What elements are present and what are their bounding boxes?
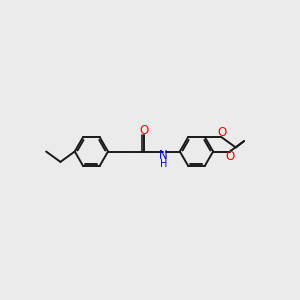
Text: H: H: [160, 158, 167, 169]
Text: N: N: [159, 149, 168, 162]
Text: O: O: [226, 150, 235, 163]
Text: O: O: [140, 124, 149, 137]
Text: O: O: [218, 125, 227, 139]
